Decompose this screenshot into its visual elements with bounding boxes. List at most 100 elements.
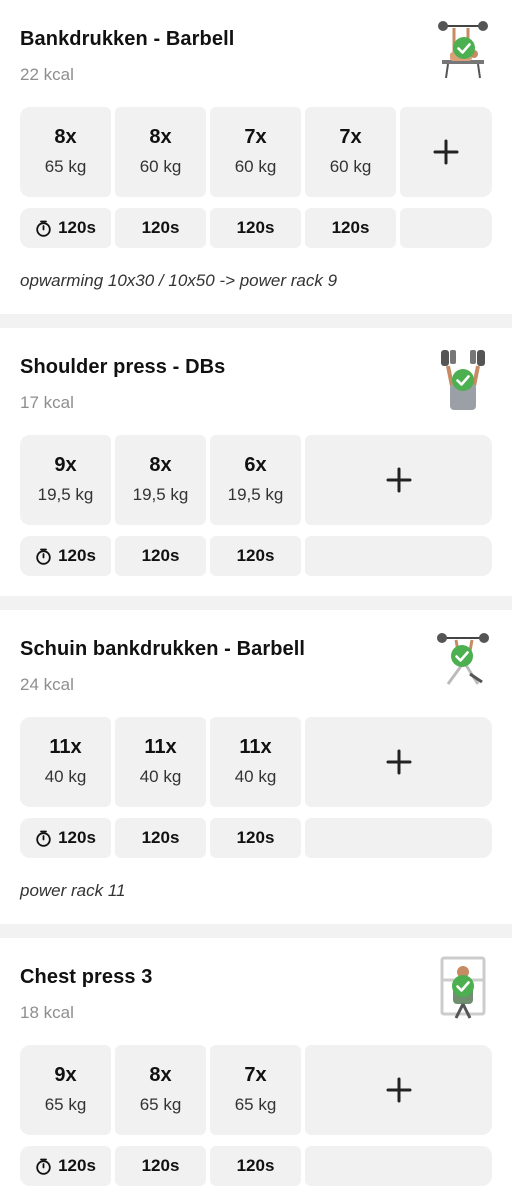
add-set-button[interactable] [400,107,492,197]
set-weight: 60 kg [234,157,277,176]
set-weight: 19,5 kg [37,485,94,504]
rest-empty-tile [305,536,492,576]
rest-value: 120s [141,546,180,565]
rest-value: 120s [58,1156,96,1175]
rest-tile[interactable]: 120s [115,208,206,248]
set-reps: 11x [49,736,82,758]
rest-value: 120s [236,218,275,237]
rest-row: 120s 120s 120s [20,1146,492,1186]
set-tile[interactable]: 8x 65 kg [20,107,111,197]
rest-tile[interactable]: 120s [210,1146,301,1186]
set-reps: 9x [54,454,77,476]
bench-press-figure-icon [434,12,492,84]
sets-row: 9x 19,5 kg 8x 19,5 kg 6x 19,5 kg [20,435,492,525]
rest-value: 120s [58,828,96,847]
exercise-title: Shoulder press - DBs [20,356,226,378]
set-tile[interactable]: 9x 19,5 kg [20,435,111,525]
rest-tile[interactable]: 120s [210,208,301,248]
rest-tile[interactable]: 120s [20,208,111,248]
exercise-card[interactable]: Chest press 3 18 kcal 9x 65 kg 8x 65 kg [0,938,512,1200]
set-weight: 19,5 kg [132,485,189,504]
sets-row: 11x 40 kg 11x 40 kg 11x 40 kg [20,717,492,807]
stopwatch-icon [36,220,51,237]
rest-value: 120s [236,1156,275,1175]
rest-row: 120s 120s 120s [20,818,492,858]
exercise-kcal: 22 kcal [20,65,74,84]
stopwatch-icon [36,1158,51,1175]
exercise-card[interactable]: Bankdrukken - Barbell 22 kcal 8x 65 [0,0,512,314]
set-tile[interactable]: 7x 65 kg [210,1045,301,1135]
exercise-card[interactable]: Shoulder press - DBs 17 kcal 9x 19,5 kg … [0,328,512,596]
incline-bench-figure-icon [434,622,492,694]
set-reps: 8x [54,126,77,148]
set-weight: 19,5 kg [227,485,284,504]
shoulder-press-figure-icon [434,340,492,412]
set-reps: 8x [149,126,172,148]
rest-empty-tile [400,208,492,248]
rest-value: 120s [141,218,180,237]
add-set-button[interactable] [305,1045,492,1135]
exercise-note[interactable]: power rack 11 [20,881,126,900]
rest-value: 120s [58,218,96,237]
rest-value: 120s [236,546,275,565]
add-set-button[interactable] [305,717,492,807]
set-tile[interactable]: 9x 65 kg [20,1045,111,1135]
rest-value: 120s [58,546,96,565]
sets-row: 8x 65 kg 8x 60 kg 7x 60 kg 7x 60 kg [20,107,492,197]
set-tile[interactable]: 11x 40 kg [115,717,206,807]
rest-tile[interactable]: 120s [210,818,301,858]
set-weight: 65 kg [234,1095,277,1114]
set-tile[interactable]: 8x 19,5 kg [115,435,206,525]
add-set-button[interactable] [305,435,492,525]
set-reps: 9x [54,1064,77,1086]
plus-icon [433,139,459,165]
exercise-title: Schuin bankdrukken - Barbell [20,638,306,660]
exercise-kcal: 18 kcal [20,1003,74,1022]
rest-tile[interactable]: 120s [20,536,111,576]
rest-tile[interactable]: 120s [115,536,206,576]
set-reps: 8x [149,1064,172,1086]
rest-tile[interactable]: 120s [210,536,301,576]
set-reps: 7x [244,126,267,148]
chest-press-machine-figure-icon [434,950,492,1022]
set-weight: 65 kg [44,157,87,176]
rest-tile[interactable]: 120s [20,1146,111,1186]
set-tile[interactable]: 7x 60 kg [210,107,301,197]
rest-tile[interactable]: 120s [115,1146,206,1186]
rest-tile[interactable]: 120s [115,818,206,858]
rest-value: 120s [141,828,180,847]
stopwatch-icon [36,830,51,847]
set-tile[interactable]: 6x 19,5 kg [210,435,301,525]
set-tile[interactable]: 7x 60 kg [305,107,396,197]
plus-icon [386,749,411,775]
set-tile[interactable]: 8x 60 kg [115,107,206,197]
stopwatch-icon [36,548,51,565]
exercise-card[interactable]: Schuin bankdrukken - Barbell 24 kcal 11x… [0,610,512,924]
plus-icon [386,467,411,493]
set-tile[interactable]: 8x 65 kg [115,1045,206,1135]
exercise-kcal: 24 kcal [20,675,74,694]
set-weight: 65 kg [44,1095,87,1114]
rest-row: 120s 120s 120s 120s [20,208,492,248]
rest-empty-tile [305,818,492,858]
rest-row: 120s 120s 120s [20,536,492,576]
rest-value: 120s [236,828,275,847]
rest-value: 120s [141,1156,180,1175]
sets-row: 9x 65 kg 8x 65 kg 7x 65 kg [20,1045,492,1135]
set-reps: 7x [244,1064,267,1086]
rest-tile[interactable]: 120s [305,208,396,248]
set-weight: 65 kg [139,1095,182,1114]
set-reps: 6x [244,454,267,476]
set-tile[interactable]: 11x 40 kg [20,717,111,807]
set-reps: 7x [339,126,362,148]
set-tile[interactable]: 11x 40 kg [210,717,301,807]
set-weight: 40 kg [139,767,182,786]
exercise-title: Bankdrukken - Barbell [20,28,235,50]
plus-icon [386,1077,411,1103]
set-reps: 11x [239,736,272,758]
set-weight: 40 kg [234,767,277,786]
set-weight: 60 kg [329,157,372,176]
exercise-note[interactable]: opwarming 10x30 / 10x50 -> power rack 9 [20,271,338,290]
rest-tile[interactable]: 120s [20,818,111,858]
